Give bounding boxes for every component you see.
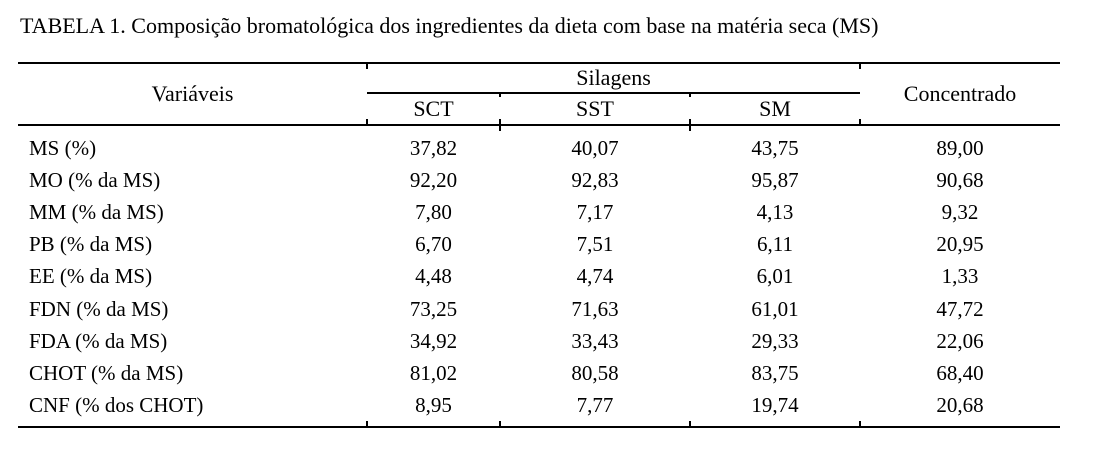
- cell-concentrado: 47,72: [936, 296, 984, 321]
- table-row: FDA (% da MS) 34,92 33,43 29,33 22,06: [18, 325, 1060, 357]
- column-header-sst: SST: [576, 96, 614, 121]
- column-header-concentrado: Concentrado: [903, 81, 1017, 106]
- cell-sm: 83,75: [751, 361, 799, 386]
- cell-sst: 80,58: [571, 361, 619, 386]
- rule-tick: [366, 64, 368, 69]
- row-label: PB (% da MS): [29, 232, 153, 257]
- rule-tick: [859, 64, 861, 69]
- cell-concentrado: 68,40: [936, 361, 984, 386]
- cell-sm: 43,75: [751, 135, 799, 160]
- cell-sct: 34,92: [409, 328, 458, 353]
- table-row: CNF (% dos CHOT) 8,95 7,77 19,74 20,68: [18, 390, 1060, 422]
- cell-concentrado: 1,33: [941, 264, 979, 289]
- table-body: MS (%) 37,82 40,07 43,75 89,00 MO (% da …: [18, 126, 1060, 428]
- rule-tick: [859, 119, 861, 124]
- cell-sst: 4,74: [576, 264, 614, 289]
- rule-tick: [499, 119, 501, 124]
- rule-tick: [689, 119, 691, 124]
- cell-sct: 37,82: [409, 135, 458, 160]
- cell-sst: 71,63: [571, 296, 619, 321]
- cell-sct: 4,48: [415, 264, 452, 289]
- table-row: FDN (% da MS) 73,25 71,63 61,01 47,72: [18, 293, 1060, 325]
- table-row: MS (%) 37,82 40,07 43,75 89,00: [18, 132, 1060, 164]
- cell-sct: 73,25: [409, 296, 458, 321]
- column-header-sm: SM: [759, 96, 791, 121]
- cell-sst: 40,07: [571, 135, 619, 160]
- cell-sct: 6,70: [415, 232, 452, 257]
- row-label: MS (%): [29, 135, 97, 160]
- cell-sm: 29,33: [751, 328, 799, 353]
- cell-sm: 95,87: [751, 167, 799, 192]
- rule-tick: [499, 421, 501, 426]
- cell-concentrado: 20,95: [936, 232, 984, 257]
- cell-sct: 92,20: [409, 167, 458, 192]
- column-header-sct: SCT: [413, 96, 454, 121]
- row-label: CHOT (% da MS): [29, 361, 184, 386]
- cell-sm: 61,01: [751, 296, 799, 321]
- table-row: CHOT (% da MS) 81,02 80,58 83,75 68,40: [18, 358, 1060, 390]
- row-label: CNF (% dos CHOT): [29, 393, 204, 418]
- column-header-variables: Variáveis: [151, 81, 234, 106]
- cell-sm: 6,11: [757, 232, 793, 257]
- cell-sm: 4,13: [756, 200, 794, 225]
- rule-tick: [499, 92, 501, 97]
- cell-sct: 7,80: [415, 200, 452, 225]
- cell-concentrado: 9,32: [941, 200, 979, 225]
- rule-tick: [689, 126, 691, 131]
- cell-sst: 92,83: [571, 167, 619, 192]
- table-header: Variáveis Silagens SCT SST SM Concentrad…: [18, 62, 1060, 126]
- rule-tick: [859, 421, 861, 426]
- cell-concentrado: 20,68: [936, 393, 984, 418]
- cell-sct: 8,95: [415, 393, 452, 418]
- cell-concentrado: 89,00: [936, 135, 984, 160]
- table-row: MM (% da MS) 7,80 7,17 4,13 9,32: [18, 196, 1060, 228]
- table-row: EE (% da MS) 4,48 4,74 6,01 1,33: [18, 261, 1060, 293]
- cell-sst: 7,17: [576, 200, 614, 225]
- cell-sm: 19,74: [751, 393, 799, 418]
- row-label: FDN (% da MS): [29, 296, 169, 321]
- table-row: MO (% da MS) 92,20 92,83 95,87 90,68: [18, 164, 1060, 196]
- cell-concentrado: 22,06: [936, 328, 984, 353]
- cell-sm: 6,01: [756, 264, 794, 289]
- row-label: EE (% da MS): [29, 264, 153, 289]
- cell-sst: 7,51: [576, 232, 614, 257]
- rule-tick: [689, 421, 691, 426]
- row-label: FDA (% da MS): [29, 328, 168, 353]
- table-row: PB (% da MS) 6,70 7,51 6,11 20,95: [18, 229, 1060, 261]
- cell-sst: 33,43: [571, 328, 619, 353]
- rule-tick: [689, 92, 691, 97]
- cell-sct: 81,02: [409, 361, 458, 386]
- rule-tick: [366, 421, 368, 426]
- row-label: MO (% da MS): [29, 167, 161, 192]
- column-group-header-silagens: Silagens: [367, 64, 860, 94]
- rule-tick: [499, 126, 501, 131]
- row-label: MM (% da MS): [29, 200, 164, 225]
- cell-sst: 7,77: [576, 393, 614, 418]
- cell-concentrado: 90,68: [936, 167, 984, 192]
- rule-tick: [366, 119, 368, 124]
- table-caption: TABELA 1. Composição bromatológica dos i…: [20, 13, 879, 38]
